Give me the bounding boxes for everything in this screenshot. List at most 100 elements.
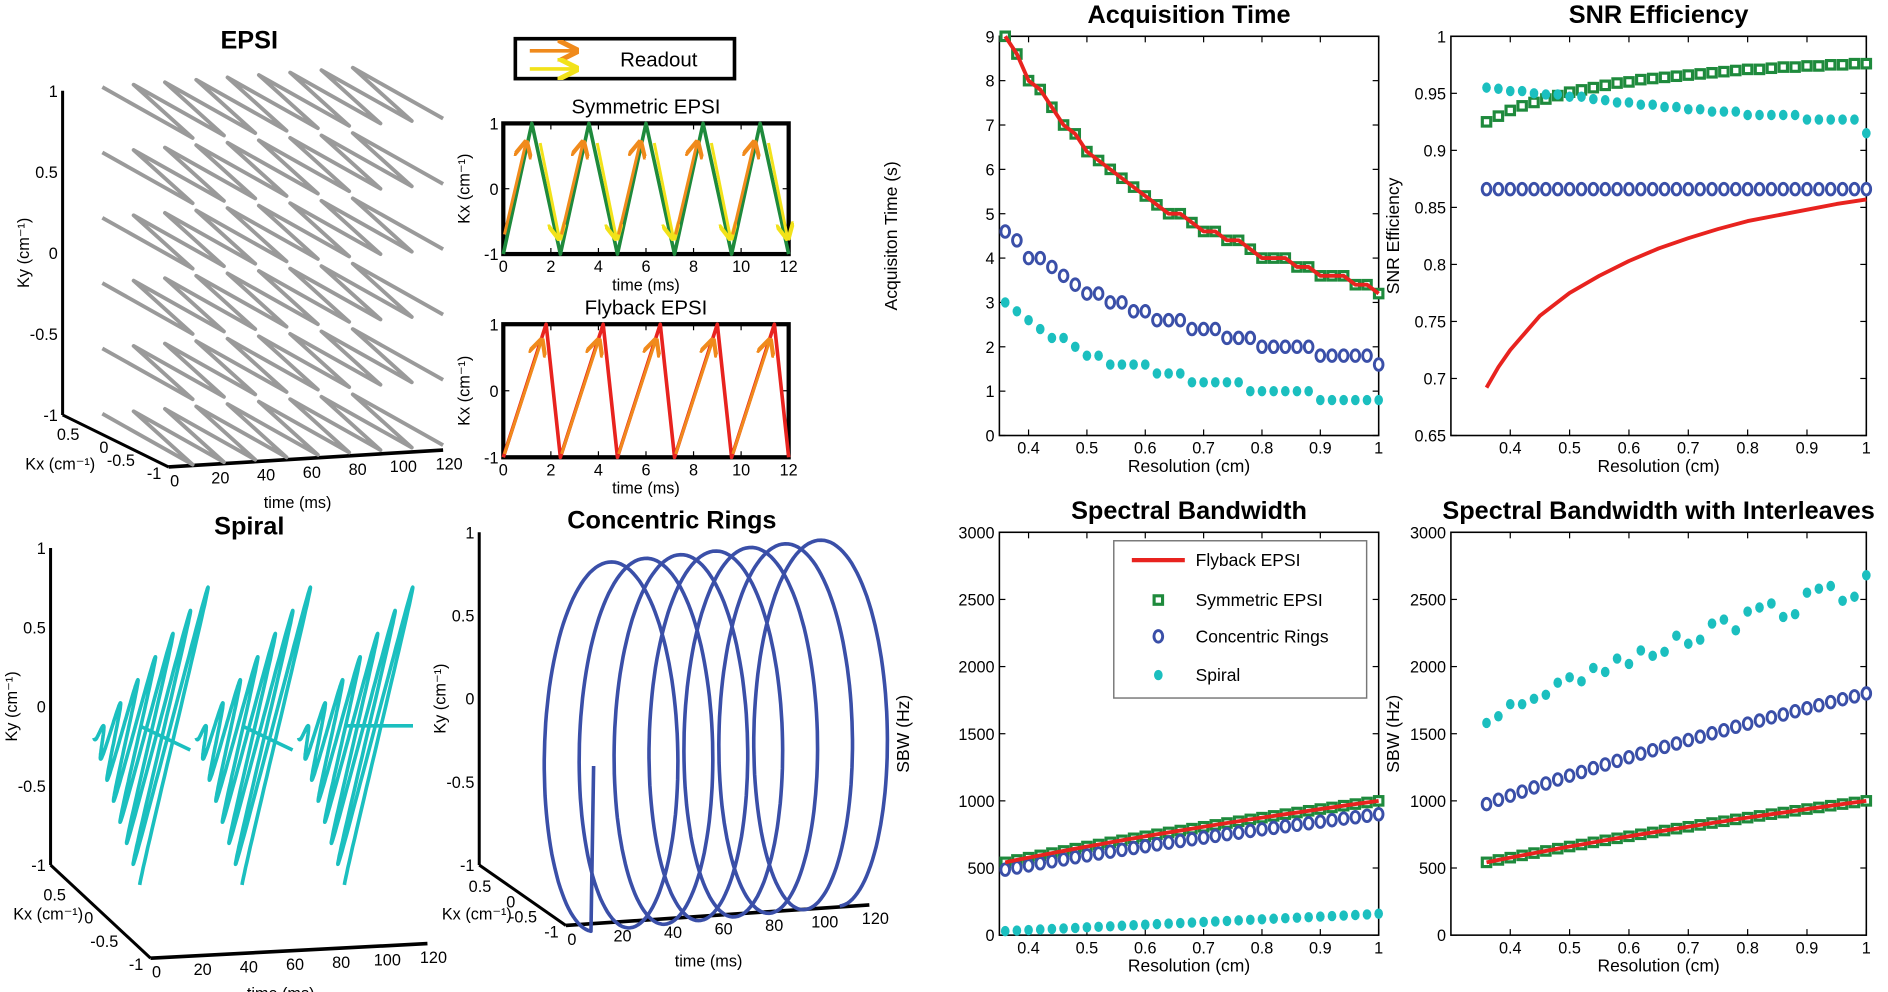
x-tick-label: 0.8 [1736, 440, 1759, 458]
dot-marker [1059, 923, 1068, 934]
x-tick-label: 1 [1374, 440, 1383, 458]
kx-tick-label: -0.5 [90, 933, 118, 951]
series-spiral [1000, 908, 1384, 937]
dot-marker [1612, 653, 1622, 664]
circle-marker [1139, 838, 1152, 854]
circle-marker [1646, 181, 1659, 197]
circle-marker [1069, 277, 1082, 292]
x-tick-label: 6 [641, 461, 650, 479]
spiral-trajectory-line [296, 585, 415, 886]
kx-tick-label: 0.5 [469, 878, 492, 896]
orange-readout-arrow-icon [560, 143, 583, 235]
circle-marker [1480, 181, 1493, 197]
orange-readout-arrow-icon [731, 341, 770, 455]
circle-marker [1326, 348, 1338, 363]
kx-axis-label: Kx (cm⁻¹) [442, 905, 512, 923]
dot-marker [1339, 910, 1348, 921]
circle-marker [1302, 816, 1315, 831]
x-axis-label: time (ms) [612, 480, 680, 498]
y-tick-label: 9 [986, 28, 995, 46]
dot-marker [1362, 394, 1372, 406]
circle-marker [1575, 181, 1588, 197]
dot-marker [1600, 666, 1610, 678]
circle-marker [1789, 704, 1801, 719]
x-tick-label: 0.5 [1076, 440, 1099, 458]
circle-marker [1563, 181, 1576, 197]
time-tick-label: 120 [862, 910, 889, 928]
square-marker [1646, 72, 1659, 85]
dot-marker [1374, 394, 1384, 406]
time-tick-label: 120 [436, 455, 463, 473]
dot-marker [1755, 109, 1764, 121]
dot-marker [1731, 106, 1741, 117]
circle-marker [1504, 181, 1517, 197]
circle-marker [1551, 181, 1564, 197]
circle-marker [1611, 753, 1623, 769]
dot-marker [1541, 689, 1551, 700]
spiral-trajectory-line [92, 585, 210, 886]
circle-marker [1516, 784, 1528, 799]
dot-marker [1577, 676, 1586, 687]
epsi-trajectory-line [101, 261, 445, 336]
y-tick-label: 1 [489, 115, 498, 133]
dot-marker [1257, 385, 1267, 397]
dot-marker [1035, 323, 1045, 335]
y-tick-label: -1 [484, 246, 498, 264]
square-marker [1516, 100, 1528, 112]
square-marker [1753, 63, 1766, 76]
x-tick-label: 4 [594, 461, 603, 479]
square-marker [1611, 77, 1623, 89]
circle-marker [1197, 321, 1210, 337]
circle-marker [1279, 818, 1292, 834]
x-axis-label: time (ms) [612, 276, 680, 294]
y-tick-label: 0.75 [1414, 313, 1446, 331]
square-marker [1682, 69, 1695, 81]
circle-marker [1337, 811, 1350, 826]
ky-tick-label: 0.5 [23, 619, 46, 637]
dot-marker [1767, 598, 1776, 609]
dot-marker [1059, 332, 1068, 344]
dot-marker [1187, 377, 1197, 388]
dot-marker [1482, 82, 1491, 93]
circle-marker [1139, 304, 1152, 319]
dot-marker [1802, 587, 1812, 598]
dot-marker [1047, 332, 1057, 344]
legend-label: Concentric Rings [1196, 626, 1329, 646]
square-marker [1860, 57, 1873, 70]
x-tick-label: 0.7 [1192, 939, 1215, 957]
square-marker [1729, 64, 1742, 77]
x-tick-label: 0.6 [1618, 939, 1641, 957]
dot-marker [1152, 918, 1162, 930]
y-tick-label: 0.65 [1414, 428, 1446, 446]
time-tick-label: 100 [374, 951, 401, 969]
circle-marker [1337, 348, 1350, 363]
square-marker [1836, 59, 1849, 71]
y-axis-label: Acquisiton Time (s) [881, 161, 901, 310]
dot-marker [1199, 916, 1208, 928]
dot-marker [1755, 602, 1764, 613]
circle-marker [1186, 321, 1198, 337]
dot-marker [1695, 634, 1705, 645]
yellow-readout-arrow-icon [652, 142, 673, 238]
series-concentric-rings [999, 224, 1385, 372]
kx-tick-label: -1 [147, 465, 161, 483]
y-tick-label: 0 [986, 927, 995, 945]
circle-marker [1209, 321, 1222, 337]
dot-marker [1529, 693, 1539, 705]
dot-marker [1094, 921, 1103, 933]
chart-spiral: Spiral 1 0.5 0 -0.5 -1 0.5 0 -0.5 -1 0 20 40 60 80 100 1… [3, 513, 447, 992]
dot-marker [1553, 677, 1563, 688]
dot-marker [1269, 385, 1278, 397]
circle-marker [1682, 732, 1695, 748]
circle-marker [1753, 181, 1766, 197]
circle-marker [1046, 854, 1058, 869]
dot-marker [1612, 97, 1622, 108]
kx-axis [478, 863, 567, 927]
epsi-trajectory-line [101, 392, 445, 467]
circle-marker [1081, 286, 1093, 301]
y-axis-label: SBW (Hz) [1383, 695, 1403, 773]
x-tick-label: 12 [780, 258, 798, 276]
orange-readout-arrow-icon [503, 341, 541, 455]
time-tick-label: 80 [765, 917, 783, 935]
x-tick-label: 0.8 [1251, 939, 1274, 957]
